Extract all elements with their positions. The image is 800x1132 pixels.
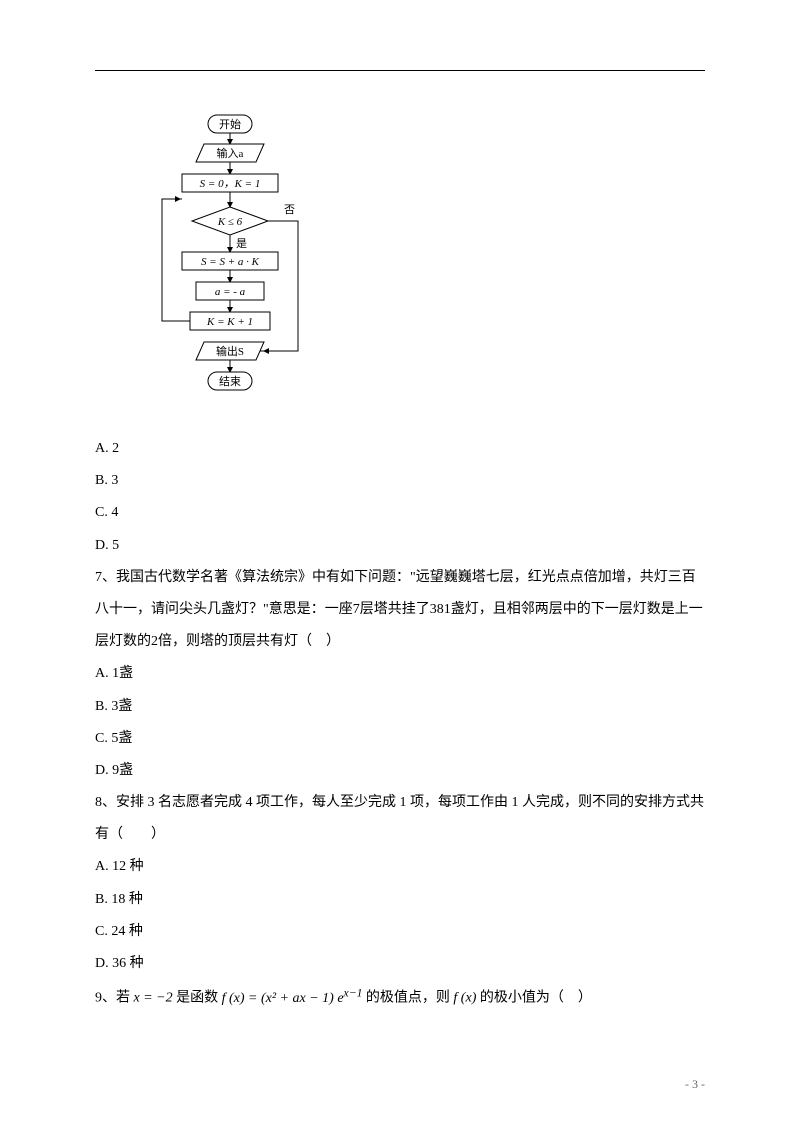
- flowchart-diagram: 开始 输入a S = 0，K = 1 K ≤ 6 否 是 S = S + a ·…: [140, 111, 320, 411]
- q7-num1: 7: [353, 602, 360, 617]
- flow-start: 开始: [219, 117, 241, 131]
- flow-p1: S = S + a · K: [201, 256, 260, 268]
- q7-mid1: 层塔共挂了: [360, 602, 430, 617]
- q7-a-suf: 盏: [119, 666, 133, 681]
- q6-option-a: A. 2: [95, 433, 705, 465]
- q7-options: A. 1盏 B. 3盏 C. 5盏 D. 9盏: [95, 658, 705, 787]
- q6-option-b: B. 3: [95, 465, 705, 497]
- page-top-rule: [95, 70, 705, 71]
- q6-option-d: D. 5: [95, 530, 705, 562]
- flow-init: S = 0，K = 1: [200, 178, 261, 190]
- q7-d-pre: D.: [95, 763, 112, 778]
- q7-num2: 381: [430, 602, 451, 617]
- q6-options: A. 2 B. 3 C. 4 D. 5: [95, 433, 705, 562]
- q7-c-suf: 盏: [118, 731, 132, 746]
- q7-tail: 倍，则塔的顶层共有灯（ ）: [158, 634, 340, 649]
- q8-option-a: A. 12 种: [95, 851, 705, 883]
- q8-option-c: C. 24 种: [95, 916, 705, 948]
- q9-math2: f (x) = (x² + ax − 1) ex−1: [222, 991, 363, 1006]
- q8-text: 8、安排 3 名志愿者完成 4 项工作，每人至少完成 1 项，每项工作由 1 人…: [95, 787, 705, 851]
- q9-body: 9、若 x = −2 是函数 f (x) = (x² + ax − 1) ex−…: [95, 980, 705, 1015]
- q9-tail: 的极小值为（ ）: [480, 991, 592, 1006]
- q7-num3: 2: [151, 634, 158, 649]
- flow-output: 输出S: [216, 344, 244, 358]
- q7-option-a: A. 1盏: [95, 658, 705, 690]
- q7-body: 7、我国古代数学名著《算法统宗》中有如下问题："远望巍巍塔七层，红光点点倍加增，…: [95, 562, 705, 659]
- flow-yes-label: 是: [236, 237, 247, 250]
- q7-option-c: C. 5盏: [95, 723, 705, 755]
- q7-b-pre: B.: [95, 699, 111, 714]
- page-number: - 3 -: [685, 1077, 705, 1092]
- q9-math1: x = −2: [134, 991, 173, 1006]
- q7-a-pre: A.: [95, 666, 112, 681]
- q8-options: A. 12 种 B. 18 种 C. 24 种 D. 36 种: [95, 851, 705, 980]
- q7-option-b: B. 3盏: [95, 691, 705, 723]
- q6-option-c: C. 4: [95, 497, 705, 529]
- flow-p2: a = - a: [215, 286, 246, 298]
- q7-b-suf: 盏: [118, 699, 132, 714]
- q7-d-suf: 盏: [119, 763, 133, 778]
- q9-prefix: 9、若: [95, 991, 130, 1006]
- q9-math3: f (x): [453, 991, 476, 1006]
- flow-input: 输入a: [217, 146, 244, 160]
- flow-no-label: 否: [284, 204, 295, 216]
- q9-mid2: 的极值点，则: [366, 991, 450, 1006]
- q9-math2-base: f (x) = (x² + ax − 1) e: [222, 991, 344, 1006]
- flow-cond: K ≤ 6: [217, 216, 243, 228]
- q9-mid1: 是函数: [176, 991, 218, 1006]
- flow-p3: K = K + 1: [206, 316, 253, 328]
- flow-end: 结束: [219, 375, 241, 388]
- q8-option-b: B. 18 种: [95, 884, 705, 916]
- q9-math2-exp: x−1: [344, 986, 363, 999]
- q7-option-d: D. 9盏: [95, 755, 705, 787]
- q7-c-pre: C.: [95, 731, 111, 746]
- q8-option-d: D. 36 种: [95, 948, 705, 980]
